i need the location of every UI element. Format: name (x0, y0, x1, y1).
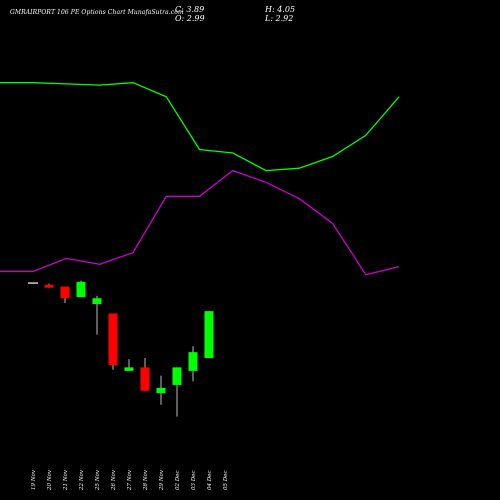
close-value: C: 3.89 (175, 5, 205, 14)
indicator-lines (0, 82, 400, 276)
candle-body (92, 298, 102, 305)
x-tick-label: 22 Nov (79, 469, 85, 491)
candle (60, 286, 70, 303)
low-value: L: 2.92 (265, 14, 294, 23)
candle-body (156, 387, 166, 394)
x-tick-label: 04 Dec (207, 471, 213, 491)
candle-body (188, 352, 198, 371)
candle (188, 346, 198, 382)
x-tick-label: 03 Dec (191, 471, 197, 491)
candle (124, 359, 134, 371)
candlesticks (28, 280, 214, 417)
candle (44, 283, 54, 288)
open-value: O: 2.99 (175, 14, 205, 23)
candle-body (204, 311, 214, 358)
candle-body (108, 313, 118, 366)
candle (76, 280, 86, 298)
candle (140, 358, 150, 391)
candle-body (124, 367, 134, 371)
x-tick-label: 02 Dec (175, 471, 181, 491)
candle-body (60, 286, 70, 299)
candle (172, 367, 182, 417)
candle-body (172, 367, 182, 385)
x-tick-label: 19 Nov (31, 469, 37, 490)
x-tick-label: 21 Nov (63, 469, 69, 491)
candle (156, 375, 166, 405)
x-tick-label: 27 Nov (127, 469, 133, 491)
x-tick-label: 20 Nov (47, 469, 53, 491)
candle-body (76, 281, 86, 298)
x-tick-label: 26 Nov (111, 469, 117, 491)
x-axis-labels: 19 Nov 20 Nov 21 Nov 22 Nov 25 Nov 26 Nov 27 N… (31, 469, 229, 491)
candle (28, 282, 38, 284)
upper-band-line (0, 82, 400, 172)
high-value: H: 4.05 (265, 5, 296, 14)
x-tick-label: 05 Dec (223, 471, 229, 491)
candle-body (44, 284, 54, 288)
x-tick-label: 29 Nov (159, 469, 165, 491)
candle-body (28, 282, 38, 284)
candle (92, 295, 102, 335)
x-tick-label: 28 Nov (143, 469, 149, 491)
candle-body (140, 367, 150, 391)
middle-band-line (0, 169, 400, 276)
x-tick-label: 25 Nov (95, 469, 101, 491)
candle (108, 313, 118, 370)
chart-title: GMRAIRPORT 106 PE Options Chart MunafaSu… (10, 9, 184, 16)
candle (204, 311, 214, 358)
